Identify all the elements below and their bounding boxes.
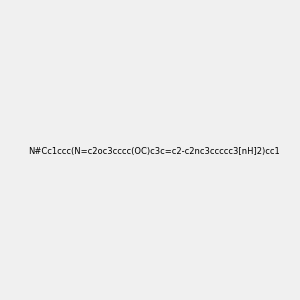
Text: N#Cc1ccc(N=c2oc3cccc(OC)c3c=c2-c2nc3ccccc3[nH]2)cc1: N#Cc1ccc(N=c2oc3cccc(OC)c3c=c2-c2nc3cccc… (28, 147, 280, 156)
